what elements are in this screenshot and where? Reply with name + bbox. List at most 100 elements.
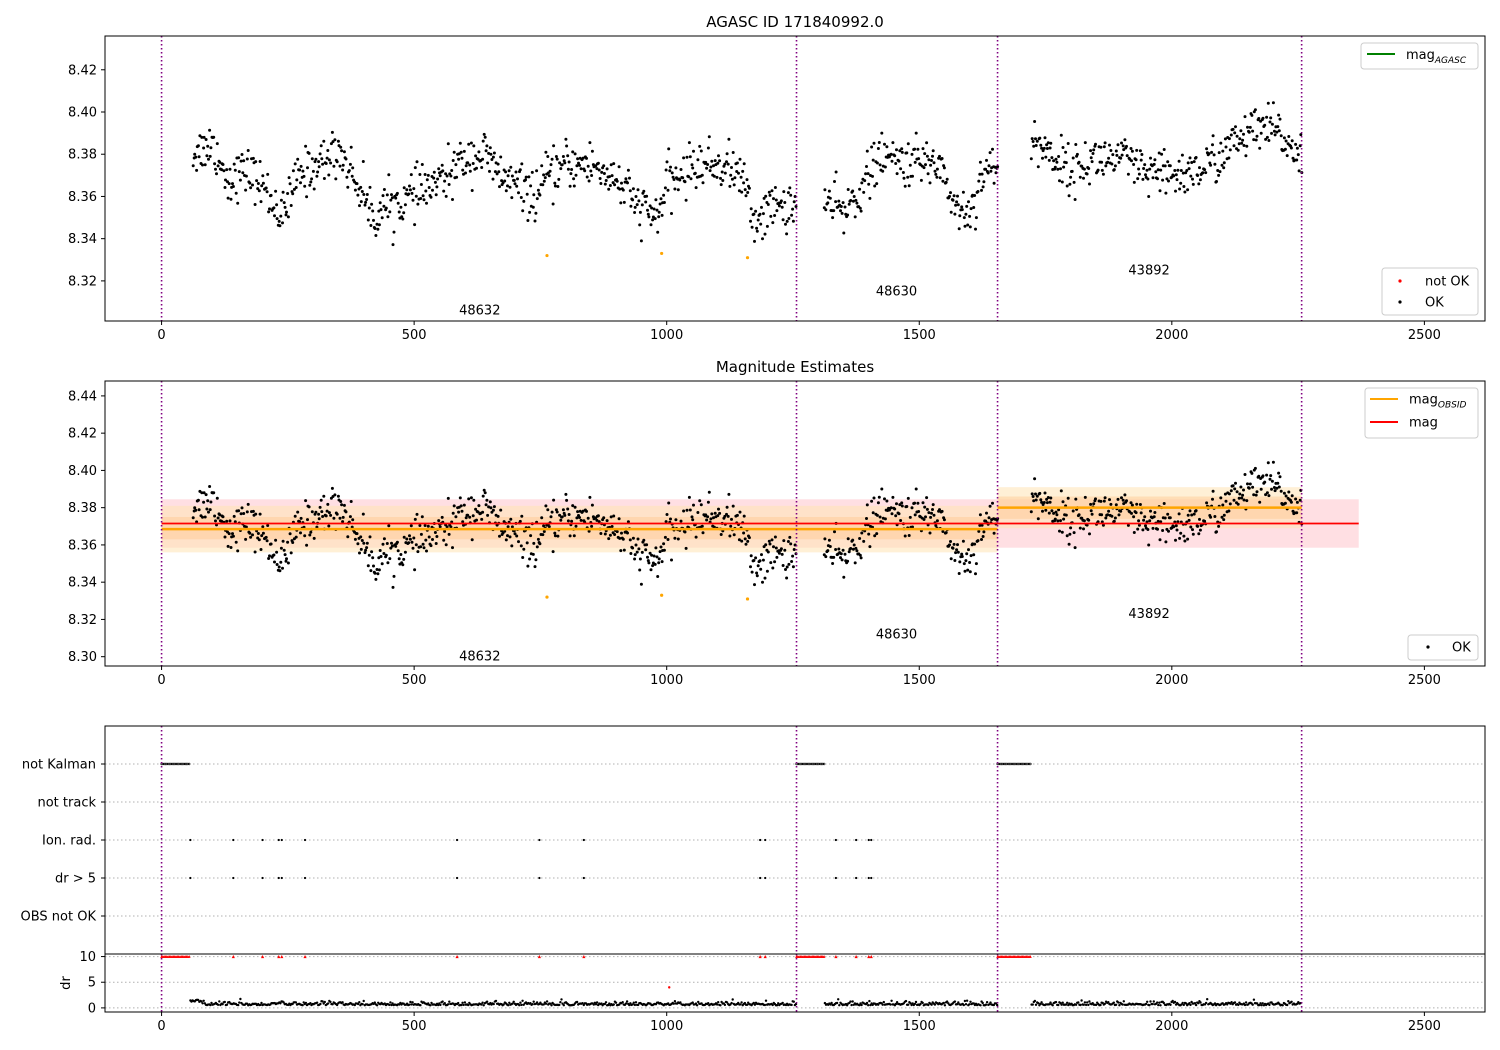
middle-ok-point xyxy=(891,495,895,499)
dr-point xyxy=(1148,1004,1151,1007)
dr-point xyxy=(1206,998,1209,1001)
middle-ok-point xyxy=(921,501,925,505)
middle-ok-point xyxy=(253,550,257,554)
not-kalman-point xyxy=(804,762,807,766)
top-ok-point xyxy=(574,173,578,177)
top-ok-point xyxy=(432,170,436,174)
middle-ok-point xyxy=(873,534,877,538)
middle-ok-point xyxy=(299,531,302,535)
top-ok-point xyxy=(672,178,676,181)
middle-ok-point xyxy=(608,533,612,537)
top-ok-point xyxy=(351,166,355,170)
top-ok-point xyxy=(755,226,759,230)
middle-ok-point xyxy=(1237,496,1241,500)
middle-ok-point xyxy=(913,513,917,517)
middle-ok-point xyxy=(529,534,533,538)
top-ok-point xyxy=(732,183,736,187)
top-ok-point xyxy=(364,200,368,204)
top-ok-point xyxy=(418,173,422,176)
middle-ok-point xyxy=(669,517,672,521)
dr-point xyxy=(1184,1002,1188,1005)
not-kalman-point xyxy=(170,762,174,766)
top-ok-point xyxy=(335,160,339,164)
top-ok-point xyxy=(1215,180,1218,183)
top-ok-point xyxy=(1189,174,1193,178)
top-ok-point xyxy=(1099,145,1103,149)
dr-point xyxy=(1080,999,1083,1002)
top-ok-point xyxy=(589,169,593,173)
top-ok-point xyxy=(738,157,742,161)
middle-ok-point xyxy=(550,510,554,514)
top-ok-point xyxy=(441,169,445,173)
top-ok-point xyxy=(860,181,864,185)
dr-capped-point xyxy=(758,954,762,959)
not-kalman-point xyxy=(1009,762,1012,766)
top-ok-point xyxy=(969,207,973,211)
middle-ok-point xyxy=(1090,512,1094,516)
top-ok-point xyxy=(1041,156,1044,160)
middle-ok-point xyxy=(536,537,540,541)
top-ok-point xyxy=(760,205,763,209)
top-ok-point xyxy=(506,184,509,188)
middle-ok-point xyxy=(339,500,343,503)
top-ok-point xyxy=(388,210,392,214)
middle-ok-point xyxy=(482,488,486,492)
middle-ok-point xyxy=(194,508,198,512)
top-ok-point xyxy=(1109,149,1113,152)
top-ok-point xyxy=(713,159,717,163)
top-ok-point xyxy=(629,204,633,208)
top-ok-point xyxy=(275,203,279,207)
middle-ok-point xyxy=(633,553,637,557)
dr-point xyxy=(327,1002,330,1005)
middle-ok-point xyxy=(1284,494,1288,498)
dr-point xyxy=(753,1003,757,1006)
middle-ok-point xyxy=(1287,490,1291,494)
top-ok-point xyxy=(725,160,728,164)
ion-rad-point xyxy=(867,838,870,842)
middle-ok-point xyxy=(729,524,733,528)
middle-ok-point xyxy=(662,542,666,546)
top-ok-point xyxy=(320,157,324,161)
dr-point xyxy=(237,1003,240,1007)
dr-point xyxy=(695,1004,699,1007)
middle-ok-point xyxy=(565,498,569,502)
dr-xtick-label: 500 xyxy=(402,1019,427,1034)
top-ok-point xyxy=(1204,171,1208,175)
not-kalman-point xyxy=(182,762,186,766)
dr-ytick-label: 5 xyxy=(88,976,96,991)
middle-ok-point xyxy=(296,510,300,514)
dr-point xyxy=(637,1003,640,1007)
not-kalman-point xyxy=(180,762,183,766)
middle-obsid-label: 43892 xyxy=(1128,607,1169,622)
middle-ok-point xyxy=(953,559,957,562)
middle-ok-point xyxy=(613,533,617,536)
middle-ok-point xyxy=(435,535,439,538)
top-ok-point xyxy=(1296,153,1300,157)
top-ok-point xyxy=(246,149,250,152)
middle-ok-point xyxy=(377,556,381,560)
top-ok-point xyxy=(899,167,903,171)
middle-ok-point xyxy=(1062,517,1066,521)
dr-point xyxy=(614,1001,618,1004)
middle-ytick-label: 8.40 xyxy=(68,464,97,479)
ion-rad-point xyxy=(232,838,235,842)
middle-ok-point xyxy=(709,517,713,521)
top-ok-point xyxy=(291,192,295,196)
top-legend-status xyxy=(1381,267,1479,316)
middle-ok-point xyxy=(1059,489,1063,493)
middle-ok-point xyxy=(636,537,640,541)
top-ok-point xyxy=(382,204,386,208)
top-ok-point xyxy=(1151,176,1155,180)
top-ok-point xyxy=(226,196,230,200)
middle-ok-point xyxy=(379,555,383,558)
dr-point xyxy=(894,1002,898,1006)
dr-point xyxy=(764,999,768,1002)
middle-ok-point xyxy=(371,556,375,560)
top-ok-point xyxy=(360,190,364,193)
top-ok-point xyxy=(513,182,517,186)
top-ok-point xyxy=(761,212,765,216)
middle-ok-point xyxy=(427,535,431,539)
dr-point xyxy=(881,1003,884,1006)
top-ok-point xyxy=(671,175,675,179)
not-kalman-point xyxy=(177,762,180,766)
